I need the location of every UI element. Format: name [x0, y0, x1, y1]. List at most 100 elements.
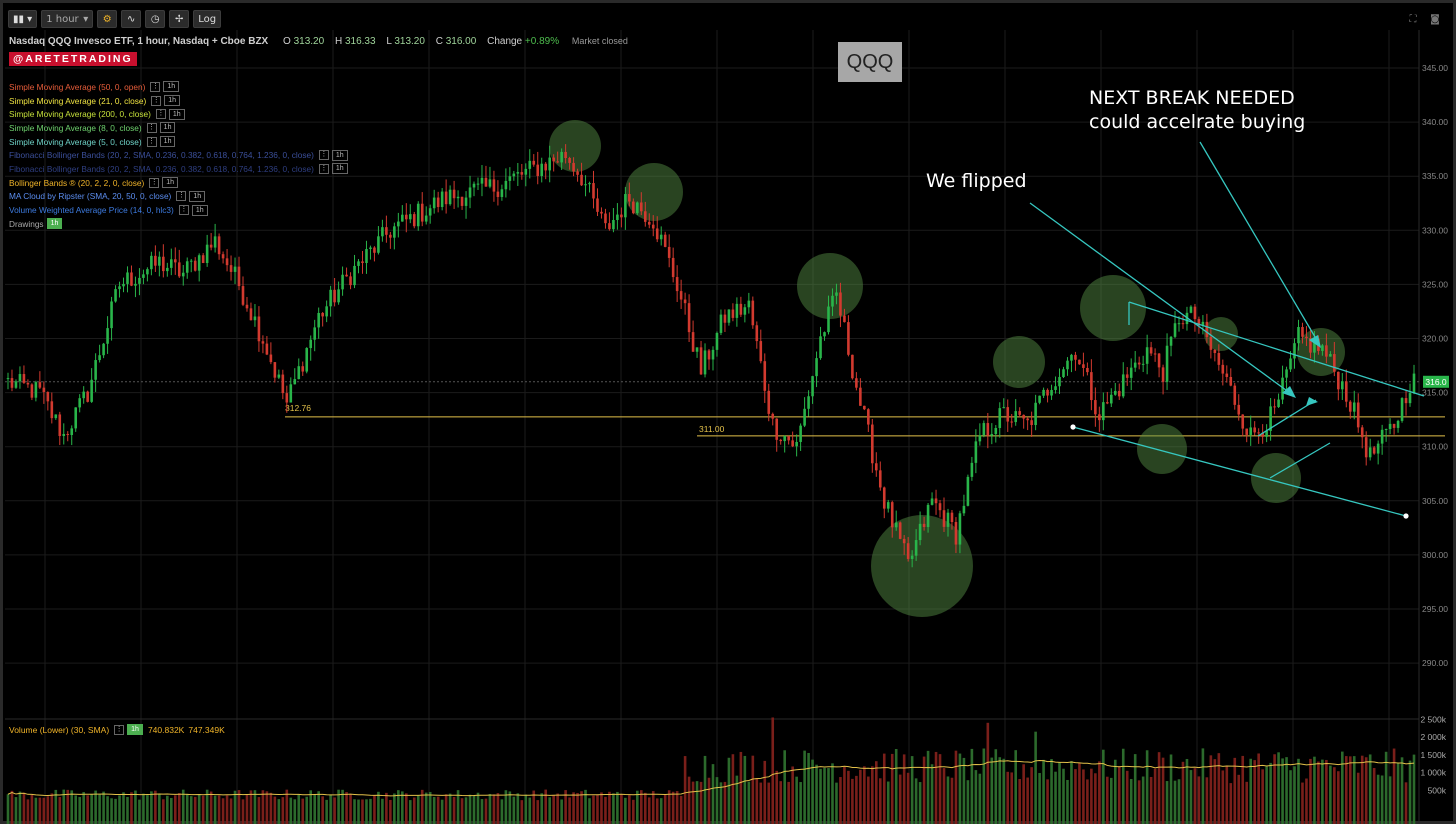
candle-body [201, 255, 205, 264]
candle-body [293, 379, 297, 385]
compare-icon[interactable]: ✢ [169, 10, 190, 28]
more-icon[interactable]: ⋮ [155, 109, 166, 120]
candle-body [910, 555, 914, 559]
more-icon[interactable]: ⋮ [151, 95, 162, 106]
volume-bar [1109, 777, 1113, 824]
legend-row[interactable]: Simple Moving Average (200, 0, close) ⋮ 1h [9, 107, 348, 121]
log-scale-button[interactable]: Log [193, 10, 222, 28]
candle-body [1038, 395, 1041, 403]
candle-body [1205, 321, 1209, 338]
indicators-icon[interactable]: ∿ [121, 10, 142, 28]
more-icon[interactable]: ⋮ [150, 81, 161, 92]
candle-body [548, 157, 551, 171]
candle-body [1106, 402, 1109, 404]
fullscreen-icon[interactable]: ⛶ [1409, 13, 1417, 25]
volume-bar [30, 794, 34, 824]
volume-bar [496, 793, 500, 824]
candle-body [424, 215, 428, 222]
volume-bar [1161, 757, 1165, 824]
more-icon[interactable]: ⋮ [318, 150, 329, 161]
legend-row[interactable]: Simple Moving Average (21, 0, close) ⋮ 1h [9, 94, 348, 108]
more-icon[interactable]: ⋮ [178, 205, 189, 216]
candle-body [26, 382, 30, 385]
interval-select[interactable]: 1 hour ▾ [41, 10, 94, 28]
gear-icon[interactable]: ⚙ [97, 10, 118, 28]
candle-body [620, 214, 623, 218]
volume-bar [632, 799, 635, 824]
volume-bar [345, 792, 348, 824]
volume-bar [560, 799, 563, 824]
candle-body [496, 191, 500, 197]
interval-badge: 1h [331, 149, 348, 161]
volume-bar [1062, 768, 1065, 824]
volume-bar [628, 795, 631, 824]
candle-body [763, 361, 767, 391]
candle-body [102, 343, 105, 356]
legend-row[interactable]: Volume Weighted Average Price (14, 0, hl… [9, 203, 348, 217]
candle-body [1181, 323, 1185, 325]
more-icon[interactable]: ⋮ [318, 163, 329, 174]
candle-body [962, 505, 966, 514]
camera-icon[interactable]: ◙ [1430, 13, 1440, 25]
volume-bar [1253, 760, 1256, 824]
volume-bar [711, 764, 715, 824]
more-icon[interactable]: ⋮ [146, 136, 157, 147]
candle-body [572, 162, 575, 172]
candle-body [1237, 404, 1241, 415]
legend-label: Fibonacci Bollinger Bands (20, 2, SMA, 0… [9, 150, 314, 161]
candle-body [1325, 345, 1328, 357]
volume-bar [659, 798, 663, 824]
volume-bar [890, 753, 894, 824]
volume-bar [385, 792, 388, 824]
candle-body [859, 387, 862, 406]
volume-bar [779, 781, 783, 824]
legend-row[interactable]: Bollinger Bands ® (20, 2, 2, 0, close) ⋮ 1… [9, 176, 348, 190]
volume-bar [1321, 759, 1324, 824]
candle-body [1372, 447, 1376, 454]
candle-body [1062, 369, 1065, 378]
legend-row[interactable]: Simple Moving Average (50, 0, open) ⋮ 1h [9, 80, 348, 94]
volume-bar [158, 794, 161, 824]
volume-bar [580, 791, 583, 824]
volume-bar [735, 775, 739, 824]
candle-body [464, 197, 468, 206]
candle-body [1201, 321, 1205, 326]
more-icon[interactable]: ⋮ [114, 724, 125, 735]
volume-bar [922, 756, 926, 824]
more-icon[interactable]: ⋮ [146, 122, 157, 133]
legend-row[interactable]: Fibonacci Bollinger Bands (20, 2, SMA, 0… [9, 148, 348, 162]
candle-body [540, 163, 544, 176]
volume-bar [181, 789, 185, 824]
volume-bar [1341, 751, 1344, 824]
highlight-circle [993, 336, 1045, 388]
more-icon[interactable]: ⋮ [149, 177, 160, 188]
volume-bar [1333, 767, 1336, 824]
volume-bar [377, 791, 380, 824]
volume-bar [1261, 769, 1264, 824]
legend-row[interactable]: Drawings 1h [9, 217, 348, 231]
volume-bar [536, 800, 540, 824]
volume-bar [341, 789, 344, 824]
candle-body [1281, 377, 1284, 400]
candle-body [544, 163, 548, 171]
legend-row[interactable]: Simple Moving Average (5, 0, close) ⋮ 1h [9, 135, 348, 149]
candle-body [1305, 336, 1308, 339]
candle-body [428, 208, 432, 216]
clock-icon[interactable]: ◷ [145, 10, 166, 28]
volume-bar [572, 792, 575, 824]
candle-body [867, 409, 870, 425]
legend-row[interactable]: Fibonacci Bollinger Bands (20, 2, SMA, 0… [9, 162, 348, 176]
legend-row[interactable]: MA Cloud by Ripster (SMA, 20, 50, 0, clo… [9, 190, 348, 204]
legend-row[interactable]: Simple Moving Average (8, 0, close) ⋮ 1h [9, 121, 348, 135]
volume-bar [416, 795, 420, 824]
chart-type-button[interactable]: ▮▮ ▾ [8, 10, 38, 28]
volume-bar [1165, 781, 1169, 824]
volume-bar [22, 792, 26, 824]
volume-bar [1352, 756, 1356, 824]
candle-body [1213, 349, 1217, 354]
candle-body [723, 314, 727, 323]
volume-bar [500, 799, 504, 824]
more-icon[interactable]: ⋮ [176, 191, 187, 202]
candle-body [998, 408, 1002, 429]
